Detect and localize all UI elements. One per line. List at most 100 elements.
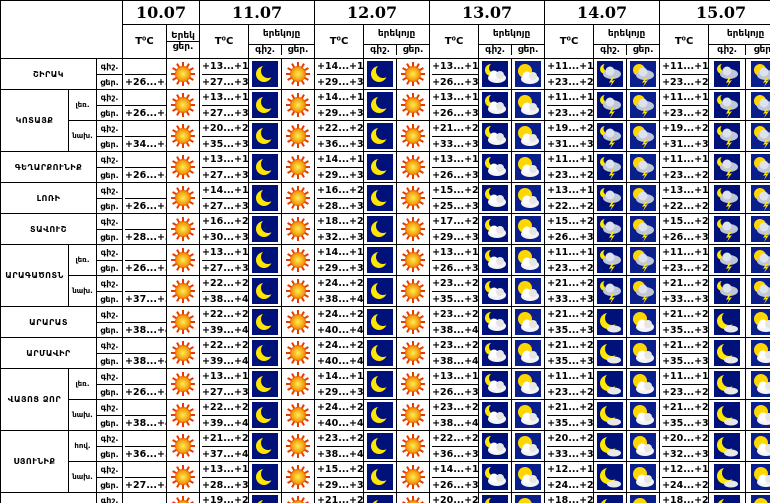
temperature-cell: +13...+18+27...+32 [199,151,250,183]
cloudy-night-icon [482,402,509,428]
temperature-cell: +14...+19+26...+31 [429,461,480,493]
temperature-cell: +11...+16+23...+28 [544,58,595,90]
temperature-cell: +11...+16+23...+28 [544,244,595,276]
sun-icon [285,185,312,211]
cloudy-night-icon [482,123,509,149]
weather-icon-cell [166,120,201,152]
cloudy-night-icon [482,433,509,459]
night-icon-cell [593,182,628,214]
temperature-cell: +17...+22+29...+32 [429,213,480,245]
temperature-cell: +15...+20+26...+30 [544,213,595,245]
day-night-label: գիշ.ցեր. [95,492,124,503]
temperature-cell: +20...+24+32...+37 [659,430,710,462]
temperature-cell: +27...+32 [122,461,168,493]
temperature-cell: +12...+19+24...+29 [659,461,710,493]
night-icon-cell [363,58,398,90]
region-name: ՎԱՅՈՑ ՁՈՐ [0,368,69,431]
sun-icon [400,278,427,304]
day-icon-cell [511,244,546,276]
temperature-cell: +21...+23+33...+35 [429,120,480,152]
moon-cloud-icon [597,309,624,335]
night-icon-cell [248,58,283,90]
partly-cloudy-icon [515,464,542,490]
temp-header: T⁰C [544,24,595,59]
moon-icon [252,371,279,397]
day-icon-cell [745,399,770,431]
temperature-cell: +13...+18+26...+31 [429,151,480,183]
storm-sun-icon [630,154,657,180]
sun-icon [285,340,312,366]
weather-icon-cell [166,368,201,400]
day-night-label: գիշ.ցեր. [95,89,124,121]
day-icon-cell [511,182,546,214]
day-icon-cell [396,306,431,338]
storm-night-icon [597,185,624,211]
night-icon-cell [708,275,747,307]
temperature-cell: +14...+19+29...+34 [314,151,365,183]
night-icon-cell [593,120,628,152]
temperature-cell: +22...+24+38...+40 [199,275,250,307]
night-icon-cell [708,89,747,121]
sun-icon [285,495,312,503]
day-icon-cell [511,368,546,400]
temperature-cell: +13...+18+28...+33 [199,461,250,493]
day-night-label: գիշ.ցեր. [95,151,124,183]
temperature-cell: +20...+25+29...+34 [429,492,480,503]
sun-icon [170,433,197,459]
moon-icon [367,123,394,149]
temperature-cell: +11...+16+23...+28 [544,368,595,400]
night-icon-cell [708,306,747,338]
subregion-label: լեռ. [68,368,97,400]
moon-icon [252,433,279,459]
temperature-cell: +13...+18+22...+27 [659,182,710,214]
night-icon-cell [708,368,747,400]
moon-cloud-icon [714,340,741,366]
sun-icon [285,433,312,459]
moon-icon [252,154,279,180]
date-header: 14.07 [544,0,661,25]
cloudy-night-icon [482,185,509,211]
day-icon-cell [511,89,546,121]
sun-icon [400,123,427,149]
night-icon-cell [478,430,513,462]
night-icon-cell [708,182,747,214]
temperature-cell: +21...+24+35...+37 [659,337,710,369]
corner-cell [0,0,124,59]
day-icon-cell [626,182,661,214]
day-icon-cell [745,368,770,400]
temperature-cell: +13...+18+27...+32 [199,58,250,90]
temperature-cell: +36...+39 [122,430,168,462]
temperature-cell: +21...+25+37...+40 [199,430,250,462]
night-icon-cell [363,337,398,369]
day-icon-cell [511,306,546,338]
day-icon-cell [626,151,661,183]
temperature-cell: +30...+35 [122,492,168,503]
temperature-cell: +13...+18+26...+31 [429,368,480,400]
storm-night-icon [714,247,741,273]
region-name: ԱՐԱԳԱԾՈՏՆ [0,244,69,307]
temperature-cell: +11...+16+23...+28 [659,58,710,90]
date-header: 15.07 [659,0,770,25]
temperature-cell: +16...+21+28...+33 [314,182,365,214]
sun-icon [285,247,312,273]
day-icon-cell [745,337,770,369]
moon-cloud-icon [714,402,741,428]
cloudy-night-icon [482,371,509,397]
day-night-label: գիշ.ցեր. [95,337,124,369]
weather-icon-cell [166,461,201,493]
moon-cloud-icon [597,402,624,428]
day-night-label: գիշ.ցեր. [95,182,124,214]
sun-icon [400,216,427,242]
night-icon-cell [478,492,513,503]
day-icon-cell [281,368,316,400]
day-icon-cell [511,120,546,152]
partly-cloudy-icon [515,154,542,180]
partly-cloudy-icon [515,278,542,304]
day-icon-cell [396,58,431,90]
moon-cloud-icon [714,495,741,503]
temperature-cell: +26...+31 [122,182,168,214]
day-night-label: գիշ.ցեր. [95,461,124,493]
day-icon-cell [626,58,661,90]
